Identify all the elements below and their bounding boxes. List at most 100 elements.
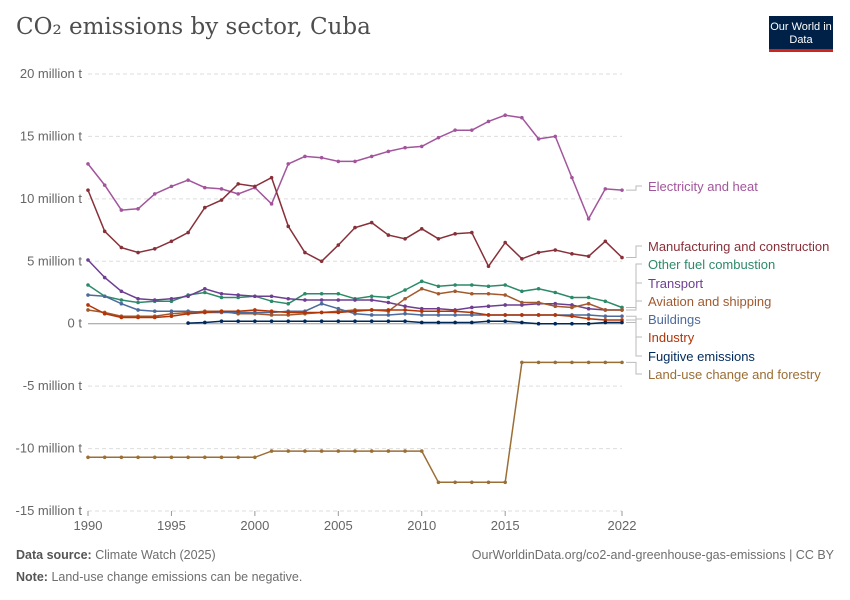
data-point bbox=[486, 284, 491, 289]
data-point bbox=[119, 208, 124, 212]
series-label: Manufacturing and construction bbox=[648, 239, 829, 254]
data-point bbox=[286, 162, 291, 166]
data-point bbox=[603, 308, 608, 312]
data-point bbox=[570, 360, 574, 365]
x-tick-label: 2010 bbox=[407, 518, 436, 533]
data-point bbox=[102, 311, 107, 316]
data-point bbox=[620, 188, 624, 192]
data-point bbox=[536, 137, 541, 141]
logo-text: Our World in Data bbox=[770, 21, 832, 46]
data-point bbox=[520, 300, 524, 305]
y-tick-label: 10 million t bbox=[20, 191, 83, 206]
series-label: Land-use change and forestry bbox=[648, 367, 821, 382]
data-point bbox=[203, 205, 207, 210]
data-point bbox=[419, 449, 424, 453]
data-point bbox=[503, 283, 507, 287]
data-point bbox=[453, 313, 457, 317]
line-chart: 20 million t 15 million t 10 million t 5 mi… bbox=[16, 66, 830, 533]
data-point bbox=[470, 480, 474, 485]
data-point bbox=[553, 313, 558, 317]
data-point bbox=[303, 310, 307, 315]
data-point bbox=[620, 305, 624, 310]
owid-logo[interactable]: Our World in Data bbox=[769, 16, 833, 52]
data-point bbox=[536, 313, 541, 317]
data-point bbox=[119, 245, 124, 250]
data-point bbox=[236, 192, 240, 196]
data-point bbox=[453, 128, 457, 132]
data-point bbox=[219, 295, 224, 300]
data-point bbox=[169, 239, 174, 244]
data-point bbox=[436, 135, 441, 140]
source-url[interactable]: OurWorldinData.org/co2-and-greenhouse-ga… bbox=[471, 548, 834, 562]
data-point bbox=[253, 319, 257, 324]
chart-note: Note: Land-use change emissions can be n… bbox=[16, 570, 302, 584]
data-point bbox=[219, 291, 224, 296]
series-label: Fugitive emissions bbox=[648, 349, 755, 364]
series-line-manufacturing-and-construction bbox=[87, 176, 623, 268]
data-point bbox=[203, 455, 207, 460]
data-point bbox=[186, 321, 190, 325]
data-point bbox=[553, 360, 558, 365]
data-point bbox=[536, 300, 541, 305]
data-point bbox=[486, 313, 491, 317]
x-tick-label: 2015 bbox=[491, 518, 520, 533]
data-point bbox=[386, 233, 391, 237]
label-connector bbox=[626, 321, 642, 357]
data-point bbox=[169, 455, 174, 460]
data-point bbox=[186, 309, 190, 314]
data-point bbox=[236, 455, 240, 460]
data-point bbox=[136, 250, 140, 255]
data-point bbox=[286, 301, 291, 306]
data-point bbox=[303, 319, 307, 324]
data-point bbox=[536, 360, 541, 365]
data-point bbox=[620, 320, 624, 325]
data-point bbox=[102, 455, 107, 460]
data-point bbox=[436, 313, 441, 317]
data-point bbox=[453, 289, 457, 294]
data-point bbox=[453, 309, 457, 314]
data-point bbox=[169, 311, 174, 316]
data-point bbox=[102, 294, 107, 299]
data-point bbox=[203, 185, 207, 190]
data-point bbox=[303, 291, 307, 296]
data-point bbox=[286, 449, 291, 453]
data-point bbox=[470, 291, 474, 296]
data-point bbox=[486, 291, 491, 296]
data-point bbox=[586, 360, 591, 365]
data-point bbox=[586, 306, 591, 311]
data-point bbox=[369, 313, 374, 317]
data-point bbox=[503, 480, 507, 485]
data-point bbox=[269, 309, 274, 314]
data-point bbox=[336, 298, 341, 302]
x-tick-label: 2022 bbox=[608, 518, 637, 533]
data-point bbox=[570, 305, 574, 310]
data-point bbox=[486, 119, 491, 124]
data-point bbox=[253, 455, 257, 460]
data-point bbox=[319, 319, 324, 324]
data-point bbox=[102, 183, 107, 187]
data-point bbox=[219, 198, 224, 202]
data-point bbox=[353, 449, 357, 453]
data-point bbox=[603, 360, 608, 365]
data-point bbox=[369, 294, 374, 299]
data-point bbox=[203, 286, 207, 291]
series-line-electricity-and-heat bbox=[87, 114, 623, 221]
data-point bbox=[86, 308, 90, 312]
data-point bbox=[119, 301, 124, 306]
data-point bbox=[336, 243, 341, 247]
data-point bbox=[286, 319, 291, 324]
x-tick-label: 1995 bbox=[157, 518, 186, 533]
data-point bbox=[570, 321, 574, 326]
data-point bbox=[386, 313, 391, 317]
y-tick-label: 15 million t bbox=[20, 128, 83, 143]
data-point bbox=[102, 229, 107, 234]
y-tick-label: -5 million t bbox=[23, 378, 83, 393]
data-point bbox=[253, 308, 257, 312]
data-point bbox=[453, 320, 457, 325]
data-point bbox=[286, 313, 291, 317]
data-point bbox=[369, 298, 374, 302]
data-point bbox=[269, 175, 274, 180]
data-point bbox=[319, 301, 324, 306]
data-point bbox=[336, 319, 341, 324]
